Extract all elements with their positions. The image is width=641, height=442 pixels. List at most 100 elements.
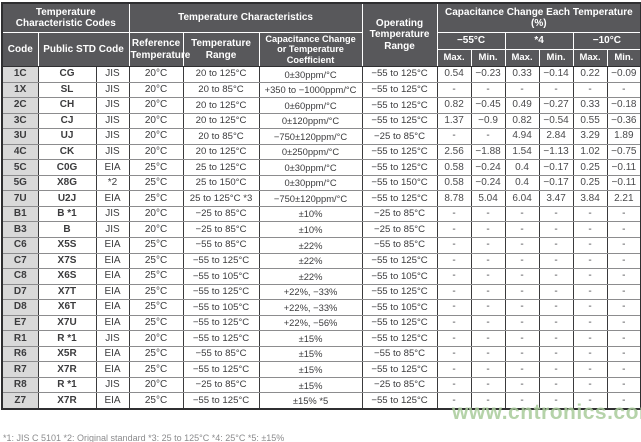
code-cell: D7 [1, 283, 39, 301]
val-cell: −0.24 [470, 159, 506, 176]
org-cell: EIA [95, 159, 130, 176]
code-cell: R1 [1, 330, 39, 347]
val-cell: 0.25 [572, 159, 608, 176]
val-cell: 2.21 [606, 190, 641, 207]
coeff-cell: ±22% [258, 252, 363, 270]
coeff-cell: ±15% [258, 376, 363, 394]
header-operating-range: Operating Temperature Range [361, 2, 438, 67]
val-cell: −0.17 [538, 174, 574, 192]
std-cell: X6T [37, 299, 97, 316]
table-row: 3C CJ JIS 20°C 20 to 125°C 0±120ppm/°C −55 to … [1, 112, 641, 130]
val-cell: 1.89 [606, 128, 641, 145]
val-cell: - [436, 81, 472, 99]
val-cell: - [470, 361, 506, 378]
val-cell: 2.84 [538, 128, 574, 145]
op-cell: −55 to 125°C [361, 361, 438, 378]
range-cell: 20 to 125°C [182, 66, 260, 83]
val-cell: - [606, 314, 641, 332]
val-cell: - [470, 299, 506, 316]
footnote-clipped: *1: JIS C 5101 *2: Original standard *3:… [3, 433, 285, 442]
range-cell: 25 to 125°C *3 [182, 190, 260, 207]
coeff-cell: 0±30ppm/°C [258, 159, 363, 176]
org-cell: JIS [95, 376, 130, 394]
val-cell: - [606, 330, 641, 347]
code-cell: 1C [1, 66, 39, 83]
op-cell: −55 to 125°C [361, 314, 438, 332]
val-cell: −0.11 [606, 159, 641, 176]
header-max: Max. [436, 49, 472, 67]
table-row: R1 R *1 JIS 20°C −55 to 125°C ±15% −55 to 125°… [1, 330, 641, 347]
std-cell: R *1 [37, 330, 97, 347]
range-cell: −55 to 125°C [182, 252, 260, 270]
std-cell: X7S [37, 252, 97, 270]
coeff-cell: ±15% [258, 361, 363, 378]
val-cell: −0.11 [606, 174, 641, 192]
table-row: 3U UJ JIS 20°C 20 to 85°C −750±120ppm/°C −25 t… [1, 128, 641, 145]
table-row: B3 B JIS 20°C −25 to 85°C ±10% −25 to 85°C - - - -… [1, 221, 641, 239]
val-cell: 0.4 [504, 159, 540, 176]
val-cell: 0.33 [504, 66, 540, 83]
ref-cell: 25°C [128, 252, 184, 270]
val-cell: −0.18 [606, 97, 641, 114]
code-cell: 3C [1, 112, 39, 130]
val-cell: - [436, 345, 472, 363]
code-cell: B1 [1, 205, 39, 223]
code-cell: R7 [1, 361, 39, 378]
val-cell: - [606, 81, 641, 99]
ref-cell: 20°C [128, 97, 184, 114]
val-cell: −1.13 [538, 143, 574, 161]
val-cell: - [606, 205, 641, 223]
range-cell: −55 to 125°C [182, 314, 260, 332]
table-row: 5G X8G *2 25°C 25 to 150°C 0±30ppm/°C −55 to 1… [1, 174, 641, 192]
table-row: 7U U2J EIA 25°C 25 to 125°C *3 −750±120ppm/°C… [1, 190, 641, 207]
val-cell: - [436, 221, 472, 239]
op-cell: −25 to 85°C [361, 205, 438, 223]
val-cell: 4.94 [504, 128, 540, 145]
header-temp-minus10: −10°C [572, 32, 641, 50]
op-cell: −55 to 125°C [361, 283, 438, 301]
val-cell: - [504, 345, 540, 363]
header-temperature-range: Temperature Range [182, 32, 260, 67]
ref-cell: 25°C [128, 345, 184, 363]
val-cell: - [470, 330, 506, 347]
std-cell: X5R [37, 345, 97, 363]
val-cell: - [572, 221, 608, 239]
val-cell: - [538, 205, 574, 223]
ref-cell: 20°C [128, 221, 184, 239]
val-cell: - [538, 237, 574, 254]
val-cell: - [538, 392, 574, 410]
table-body: 1C CG JIS 20°C 20 to 125°C 0±30ppm/°C −55 to 1… [1, 66, 641, 410]
code-cell: R8 [1, 376, 39, 394]
val-cell: - [504, 268, 540, 285]
val-cell: - [470, 128, 506, 145]
temperature-characteristics-table: Temperature Characteristic Codes Tempera… [1, 2, 641, 411]
header-max: Max. [504, 49, 540, 67]
ref-cell: 25°C [128, 283, 184, 301]
val-cell: −0.45 [470, 97, 506, 114]
val-cell: - [504, 376, 540, 394]
org-cell: JIS [95, 112, 130, 130]
op-cell: −55 to 125°C [361, 252, 438, 270]
table-row: C8 X6S EIA 25°C −55 to 105°C ±22% −55 to 105°C… [1, 268, 641, 285]
val-cell: 2.56 [436, 143, 472, 161]
val-cell: - [572, 237, 608, 254]
ref-cell: 25°C [128, 237, 184, 254]
ref-cell: 25°C [128, 159, 184, 176]
header-max: Max. [572, 49, 608, 67]
header-temp-star4: *4 [504, 32, 574, 50]
val-cell: 3.47 [538, 190, 574, 207]
org-cell: EIA [95, 345, 130, 363]
val-cell: - [504, 81, 540, 99]
range-cell: −55 to 125°C [182, 392, 260, 410]
range-cell: 20 to 85°C [182, 81, 260, 99]
org-cell: JIS [95, 205, 130, 223]
op-cell: −55 to 125°C [361, 112, 438, 130]
val-cell: 0.58 [436, 159, 472, 176]
code-cell: 4C [1, 143, 39, 161]
code-cell: E7 [1, 314, 39, 332]
val-cell: 0.22 [572, 66, 608, 83]
std-cell: C0G [37, 159, 97, 176]
val-cell: - [538, 345, 574, 363]
val-cell: −0.9 [470, 112, 506, 130]
ref-cell: 25°C [128, 392, 184, 410]
